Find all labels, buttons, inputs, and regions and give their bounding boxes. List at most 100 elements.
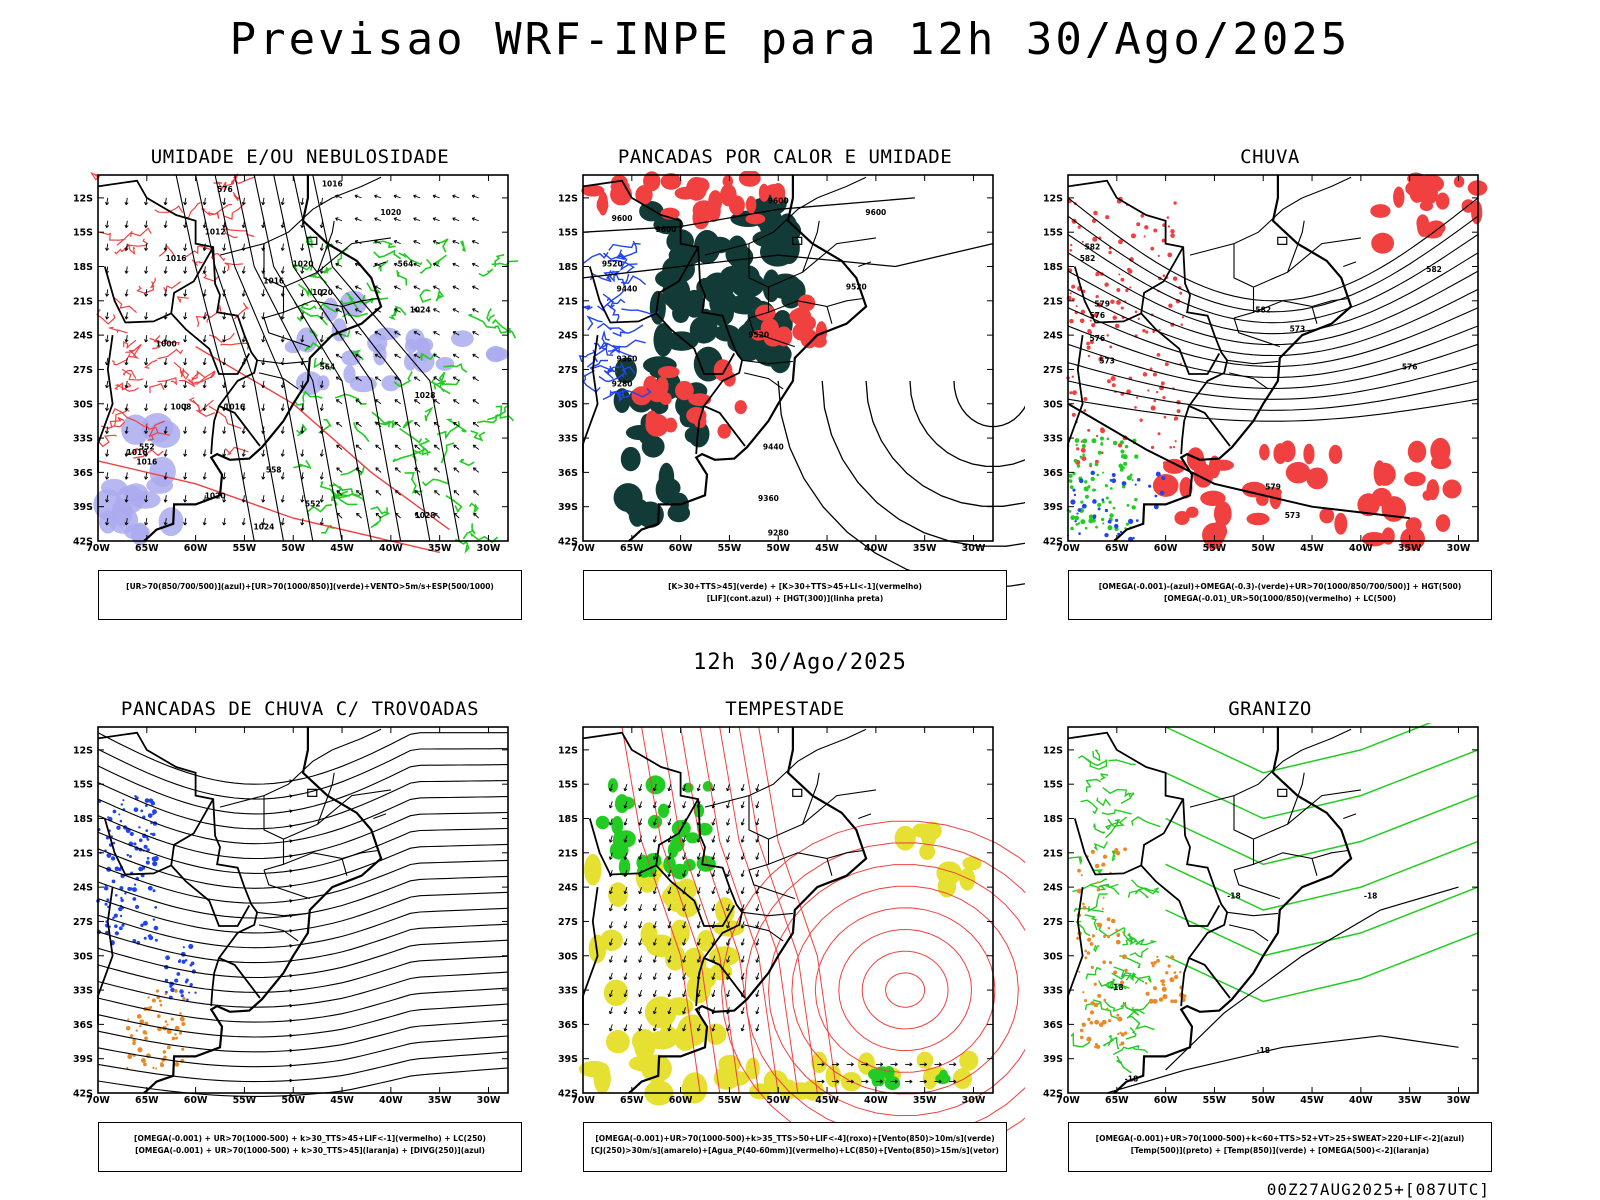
wind-arrow-shaft <box>375 512 382 519</box>
thunder-speckle-orange <box>179 1012 182 1015</box>
wind850-area-green <box>607 778 619 793</box>
wind-arrow-shaft <box>653 904 657 912</box>
lat-tick-label: 30S <box>73 399 93 410</box>
humidity-contour-green <box>392 448 427 463</box>
temp850-contour-green <box>1165 840 1479 911</box>
contour-label: 1020 <box>380 208 401 217</box>
wind-arrow <box>393 194 401 199</box>
rain-speckle-red <box>1112 315 1117 320</box>
lon-tick-label: 45W <box>330 1095 354 1106</box>
wind-arrow <box>433 308 440 313</box>
wind-arrow-shaft <box>726 801 730 809</box>
wind-arrow <box>374 239 382 245</box>
wind-arrow-shaft <box>682 784 686 791</box>
wind-arrow-shaft <box>301 289 304 297</box>
wind-vector <box>755 784 760 792</box>
wind-arrow-head <box>222 270 227 274</box>
contour-label: 1028 <box>415 391 436 400</box>
instability-area-green <box>689 315 718 344</box>
rain-area-red <box>1259 443 1270 461</box>
state-border <box>858 261 872 268</box>
thunder-speckle-orange <box>174 1025 180 1031</box>
wind-vector <box>638 818 643 826</box>
wind-arrow-head <box>394 467 399 471</box>
wind-arrow <box>319 312 324 320</box>
contour-label: 573 <box>1285 511 1301 520</box>
wind-arrow <box>183 289 188 297</box>
wind-arrow-shaft <box>145 472 148 480</box>
wind-arrow-shaft <box>106 495 109 503</box>
wind-arrow-shaft <box>223 518 226 526</box>
lon-tick-label: 50W <box>766 1095 790 1106</box>
wind-arrow-shaft <box>164 403 167 411</box>
divergence-speckle-blue <box>118 813 121 816</box>
rain-speckle-green <box>1083 486 1089 492</box>
rain-speckle-green <box>1101 500 1105 504</box>
wind-arrow-shaft <box>394 422 401 427</box>
lifted-index-contour-blue <box>608 259 635 274</box>
thickness-contour-red <box>149 337 180 346</box>
wind-vector <box>638 784 643 792</box>
wind-arrow-head <box>682 1028 686 1032</box>
wind-vector <box>682 904 686 912</box>
wind-arrow-head <box>202 361 207 366</box>
wind-arrow-head <box>726 1028 730 1032</box>
wind-vector <box>652 886 657 895</box>
thickness-contour-red <box>111 407 146 428</box>
omega-speckle-orange <box>1106 935 1111 939</box>
lifted-index-contour-blue <box>583 359 609 378</box>
wind-arrow <box>280 380 285 389</box>
divergence-speckle-blue <box>104 902 108 906</box>
humidity-contour-green <box>458 458 475 467</box>
wind-arrow-head <box>667 1028 672 1032</box>
rain-speckle-blue <box>1074 520 1077 523</box>
wind-arrow-head <box>354 194 358 199</box>
rain-area-red <box>1306 467 1328 490</box>
divergence-speckle-blue <box>188 943 194 949</box>
wind-arrow-head <box>202 224 207 228</box>
lon-tick-label: 50W <box>281 543 305 554</box>
wind-arrow-head <box>319 361 324 366</box>
wind-arrow-head <box>144 201 149 206</box>
rain-speckle-blue <box>1111 478 1117 484</box>
rain-speckle-red <box>1160 381 1165 386</box>
streamline <box>97 811 509 860</box>
omega-speckle-orange <box>1144 982 1148 985</box>
coastline <box>1113 727 1353 1094</box>
wind-vector <box>711 784 716 792</box>
wind-arrow-head <box>144 293 149 297</box>
wind-arrow-head <box>394 308 398 312</box>
humidity-contour-green <box>459 240 467 252</box>
contour-label: 576 <box>1089 334 1105 343</box>
wind-arrow-shaft <box>668 852 672 860</box>
wind-vector <box>755 938 760 946</box>
rain-speckle-red <box>1087 354 1091 358</box>
rain-speckle-red <box>1080 447 1086 453</box>
wind-arrow-shaft <box>355 285 362 290</box>
wind-vector <box>740 869 745 877</box>
thickness-contour-red <box>191 259 203 267</box>
wind-vector <box>667 1007 672 1015</box>
wind-arrow-head <box>638 942 643 946</box>
instability-area-green <box>662 255 696 284</box>
wind-arrow <box>413 376 421 382</box>
wind-arrow-head <box>261 201 266 206</box>
wind-arrow-head <box>696 925 701 929</box>
streamline <box>97 1003 509 1038</box>
wind-vector <box>890 1062 898 1067</box>
lat-tick-label: 27S <box>73 917 93 928</box>
wind-arrow <box>319 220 324 228</box>
wind-arrow-head <box>183 453 188 457</box>
rain-speckle-green <box>1094 462 1099 467</box>
rain-speckle-green <box>1119 440 1125 445</box>
rain-area-red <box>1362 531 1387 547</box>
rain-speckle-blue <box>1107 519 1112 524</box>
rain-speckle-red <box>1167 466 1173 473</box>
wind-arrow <box>300 289 305 297</box>
rain-speckle-red <box>1152 329 1156 333</box>
wind-arrow <box>453 467 460 473</box>
wind-arrow-shaft <box>756 886 760 894</box>
wind850-area-green <box>611 815 624 835</box>
contour-label: 576 <box>217 185 233 194</box>
rain-speckle-red <box>1100 428 1106 434</box>
